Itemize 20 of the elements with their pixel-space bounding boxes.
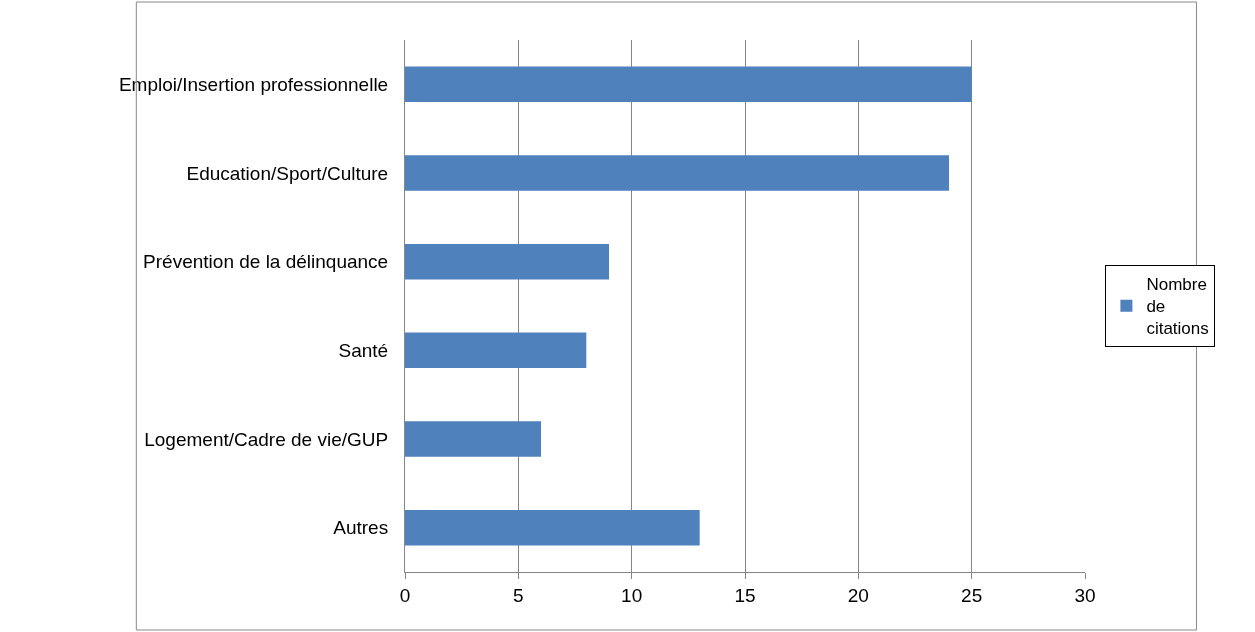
legend-label: Nombre de citations <box>1146 275 1209 339</box>
x-tick-label: 0 <box>399 584 411 606</box>
y-tick-label: Santé <box>338 339 389 361</box>
x-tick-label: 20 <box>847 584 869 606</box>
bar <box>405 243 609 280</box>
y-tick-label: Logement/Cadre de vie/GUP <box>144 428 389 450</box>
x-tick-label: 25 <box>961 584 983 606</box>
bar <box>405 155 949 191</box>
bar <box>405 66 972 103</box>
y-tick-label: Education/Sport/Culture <box>186 162 389 184</box>
bar <box>405 509 700 546</box>
bar <box>405 332 587 369</box>
bar <box>405 421 541 457</box>
y-tick-label: Autres <box>333 517 389 539</box>
y-tick-label: Emploi/Insertion professionnelle <box>118 73 389 95</box>
x-tick-label: 30 <box>1074 584 1096 606</box>
x-tick-label: 15 <box>734 584 756 606</box>
x-tick-label: 10 <box>621 584 643 606</box>
y-tick-label: Prévention de la délinquance <box>143 251 389 273</box>
x-tick-label: 5 <box>513 584 524 606</box>
